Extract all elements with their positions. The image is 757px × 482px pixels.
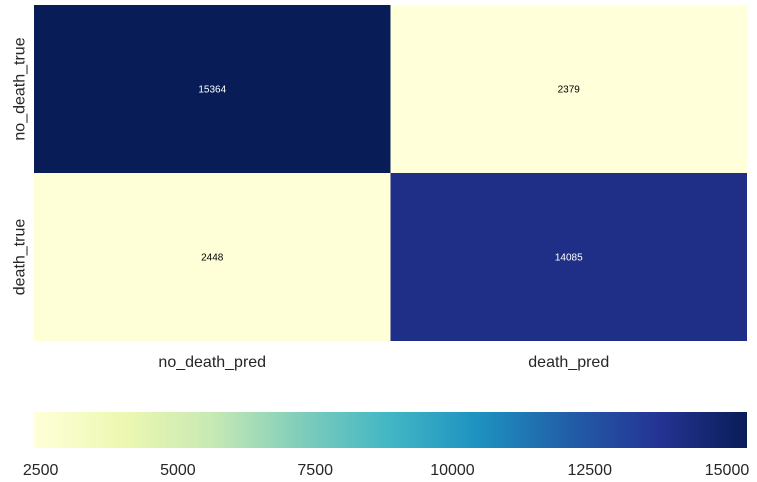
colorbar-tick-label: 7500 (297, 462, 333, 479)
heatmap-cell-no_death_true-death_pred (390, 5, 747, 173)
colorbar-tick-label: 10000 (430, 462, 475, 479)
heatmap-cell-no_death_true-no_death_pred (34, 5, 391, 173)
heatmap-cell-death_true-death_pred (390, 173, 747, 341)
colorbar (34, 412, 747, 448)
colorbar-tick-label: 2500 (23, 462, 59, 479)
y-tick-label: death_true (12, 219, 29, 296)
x-tick-label: no_death_pred (158, 354, 266, 371)
y-tick-label: no_death_true (12, 37, 29, 140)
heatmap-cell-death_true-no_death_pred (34, 173, 391, 341)
x-tick-label: death_pred (528, 354, 609, 371)
cell-annotation: 2448 (201, 253, 224, 264)
colorbar-tick-label: 12500 (567, 462, 612, 479)
colorbar-tick-label: 5000 (160, 462, 196, 479)
colorbar-tick-labels: 2500 5000 7500 10000 12500 15000 (23, 462, 750, 479)
cell-annotation: 2379 (558, 85, 581, 96)
x-tick-labels: no_death_pred death_pred (158, 354, 609, 371)
colorbar-tick-label: 15000 (705, 462, 750, 479)
heatmap-annotations: 15364 2379 2448 14085 (198, 85, 583, 264)
cell-annotation: 14085 (555, 253, 583, 264)
heatmap-cells (34, 5, 747, 341)
cell-annotation: 15364 (198, 85, 226, 96)
y-tick-labels: no_death_true death_true (12, 37, 29, 295)
